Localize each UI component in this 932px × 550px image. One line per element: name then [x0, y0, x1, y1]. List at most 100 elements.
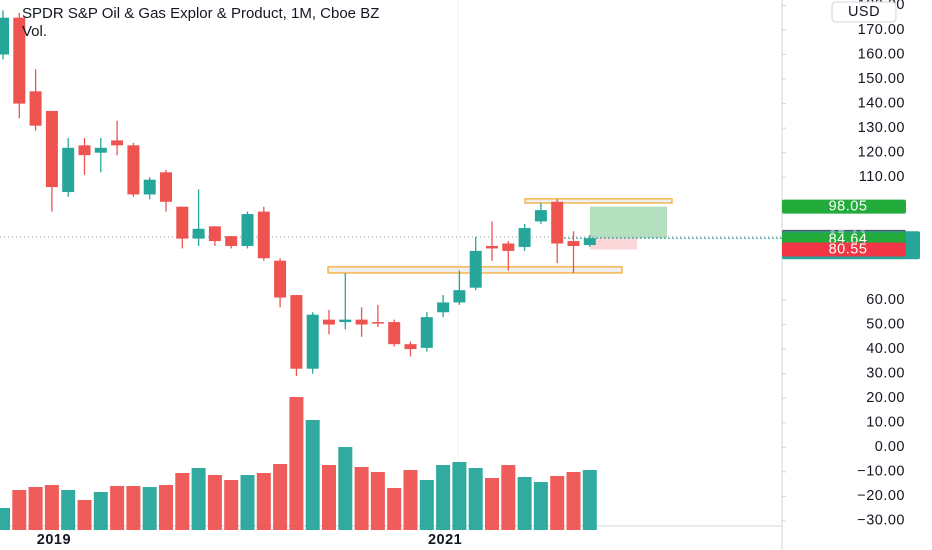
candle-body	[257, 211, 270, 259]
x-tick-label: 2019	[37, 532, 71, 548]
candle-body	[453, 290, 466, 303]
volume-bar	[126, 486, 141, 530]
volume-bar	[485, 478, 499, 530]
volume-bar	[582, 470, 597, 530]
candle-body	[290, 295, 303, 369]
volume-bar	[550, 476, 565, 530]
volume-bar	[566, 472, 581, 530]
currency-box[interactable]	[831, 1, 897, 23]
volume-bar	[322, 465, 336, 530]
candle-body	[388, 322, 401, 345]
candle-body	[534, 210, 547, 222]
y-tick-label: 10.00	[866, 415, 905, 431]
volume-bar	[501, 465, 516, 530]
candle-body	[78, 145, 91, 156]
candle-body	[111, 140, 124, 146]
y-tick-label: 110.00	[859, 169, 905, 185]
volume-bar	[224, 480, 239, 530]
volume-bar	[403, 470, 418, 530]
candle-body	[437, 302, 450, 313]
volume-bar	[12, 490, 27, 530]
y-tick-label: 0.00	[875, 439, 905, 455]
y-tick-label: 30.00	[866, 365, 905, 381]
position-target	[590, 206, 667, 239]
volume-bar	[419, 480, 434, 530]
volume-bar	[256, 473, 271, 530]
candle-body	[355, 319, 368, 325]
volume-bar	[0, 508, 10, 530]
y-tick-label: 150.00	[858, 71, 905, 87]
y-tick-label: 130.00	[858, 120, 905, 136]
volume-bar	[159, 485, 173, 530]
y-tick-label: 170.00	[858, 22, 905, 38]
candle-body	[241, 214, 254, 246]
zone	[524, 198, 673, 204]
currency[interactable]: USD	[848, 4, 880, 20]
candle-body	[306, 314, 319, 369]
price-label: 98.05	[829, 198, 868, 214]
y-tick-label: 40.00	[866, 341, 905, 357]
price-label-box	[782, 242, 906, 257]
y-tick-label: 60.00	[866, 292, 905, 308]
candle-body	[518, 228, 531, 247]
candle-body	[486, 245, 498, 249]
candle-body	[127, 145, 140, 195]
volume-bar	[452, 462, 467, 530]
volume-bar	[273, 464, 288, 530]
candle-body	[274, 260, 287, 298]
y-tick-label: −30.00	[857, 513, 905, 529]
candle-body	[583, 238, 596, 245]
y-tick-label: −20.00	[857, 488, 905, 504]
candle-body	[0, 17, 9, 55]
volume-bar	[191, 468, 206, 530]
price-label: 80.55	[829, 241, 868, 257]
volume-bar	[175, 473, 190, 530]
volume-bar	[468, 468, 483, 530]
candle-body	[371, 322, 384, 324]
volume-bar	[207, 475, 222, 530]
y-tick-label: 50.00	[866, 316, 905, 332]
candle-body	[339, 319, 352, 323]
position-stop	[590, 238, 637, 250]
volume-bar	[338, 447, 353, 530]
volume-bar	[305, 420, 320, 530]
candle-body	[323, 319, 335, 325]
y-tick-label: 120.00	[858, 145, 905, 161]
candle-body	[29, 91, 42, 126]
volume-bar	[370, 472, 385, 530]
candle-body	[469, 250, 482, 288]
volume-bar	[142, 487, 157, 530]
volume-bar	[77, 500, 92, 530]
x-tick-label: 2021	[428, 532, 462, 548]
candle-body	[567, 241, 580, 246]
y-tick-label: 20.00	[866, 390, 905, 406]
candle-body	[62, 147, 75, 192]
volume-bar	[61, 490, 76, 530]
price-label-box	[782, 199, 906, 214]
volume-bar	[354, 467, 369, 530]
candle-body	[143, 179, 156, 195]
volume-bar	[517, 477, 532, 530]
volume-bar	[110, 486, 125, 530]
volume-bar	[289, 397, 304, 530]
chart-title: SPDR S&P Oil & Gas Explor & Product, 1M,…	[22, 5, 379, 22]
candle-body	[13, 17, 26, 104]
y-tick-label: 140.00	[858, 95, 905, 111]
plot-area	[0, 10, 782, 530]
price-axis: 180.00170.00160.00150.00140.00130.00120.…	[782, 0, 920, 529]
candle-body	[502, 243, 515, 251]
y-tick-label: −10.00	[857, 464, 905, 480]
candle-body	[192, 228, 205, 239]
volume-bar	[387, 488, 402, 530]
candle-body	[225, 236, 238, 246]
candle-body	[208, 226, 221, 242]
volume-bar	[28, 487, 43, 530]
candle-body	[176, 206, 189, 239]
volume-bar	[436, 465, 451, 530]
candle-body	[420, 317, 433, 348]
candle-body	[45, 110, 58, 188]
candle-body	[160, 172, 172, 202]
candle-body	[94, 147, 107, 153]
volume-bar	[93, 492, 108, 530]
